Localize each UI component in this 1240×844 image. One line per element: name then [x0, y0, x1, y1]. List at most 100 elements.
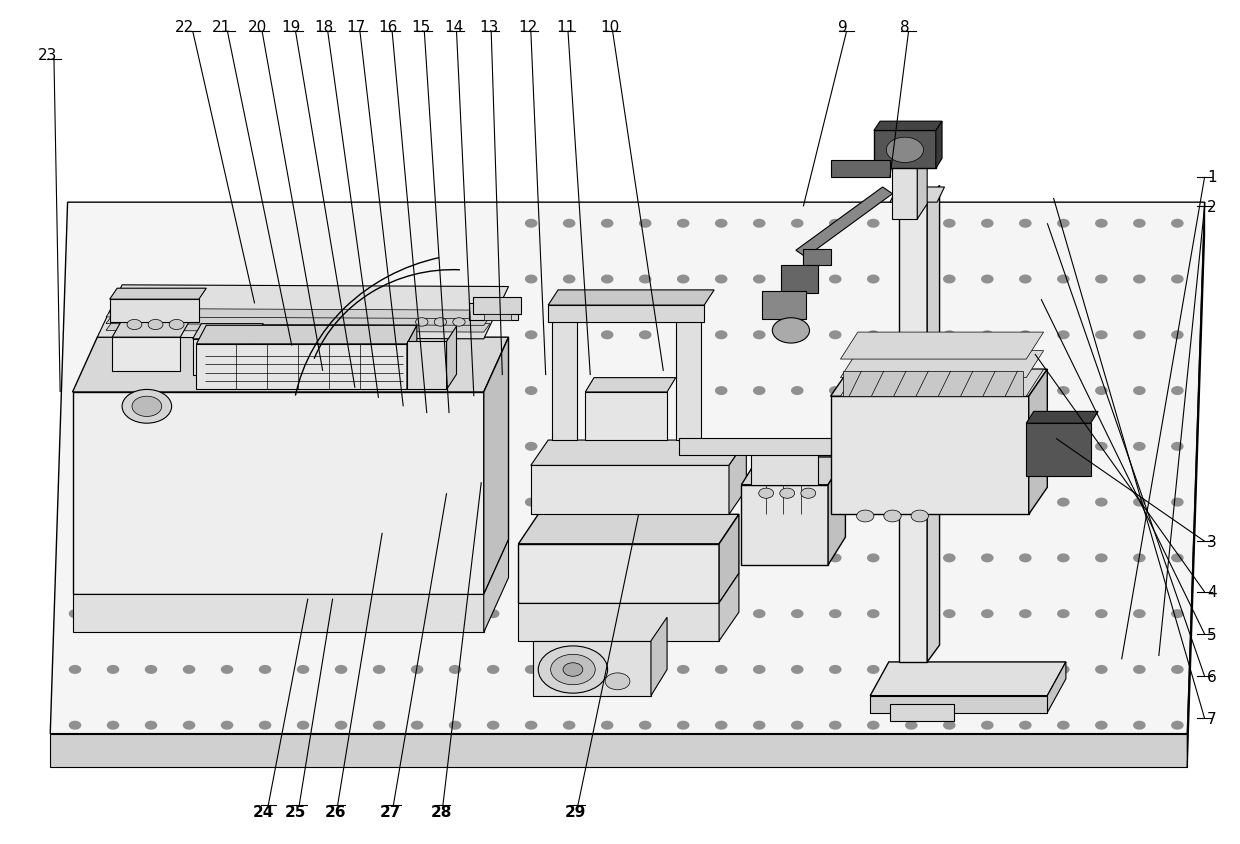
- Polygon shape: [680, 439, 833, 456]
- Circle shape: [905, 276, 916, 284]
- Polygon shape: [109, 289, 206, 300]
- Circle shape: [601, 387, 613, 395]
- Polygon shape: [407, 326, 417, 390]
- Circle shape: [1096, 666, 1107, 674]
- Circle shape: [982, 332, 993, 339]
- Text: 28: 28: [432, 803, 453, 819]
- Circle shape: [564, 276, 575, 284]
- Polygon shape: [870, 663, 1066, 695]
- Polygon shape: [841, 351, 1044, 378]
- Circle shape: [754, 443, 765, 451]
- Circle shape: [1172, 332, 1183, 339]
- Circle shape: [640, 387, 651, 395]
- Polygon shape: [518, 544, 719, 603]
- Polygon shape: [51, 203, 1204, 733]
- Polygon shape: [841, 370, 1044, 397]
- Polygon shape: [192, 339, 254, 376]
- Circle shape: [944, 499, 955, 506]
- Circle shape: [1096, 276, 1107, 284]
- Polygon shape: [918, 129, 928, 219]
- Polygon shape: [1027, 424, 1091, 477]
- Circle shape: [1172, 387, 1183, 395]
- Circle shape: [126, 320, 141, 330]
- Circle shape: [791, 722, 802, 729]
- Circle shape: [336, 610, 347, 618]
- Circle shape: [336, 722, 347, 729]
- Polygon shape: [72, 595, 484, 633]
- Circle shape: [640, 722, 651, 729]
- Circle shape: [715, 610, 727, 618]
- Circle shape: [905, 722, 916, 729]
- Circle shape: [1133, 610, 1145, 618]
- Circle shape: [944, 666, 955, 674]
- Circle shape: [1096, 610, 1107, 618]
- Circle shape: [1133, 276, 1145, 284]
- Circle shape: [1058, 443, 1069, 451]
- Circle shape: [487, 722, 498, 729]
- Circle shape: [830, 610, 841, 618]
- Circle shape: [868, 666, 879, 674]
- Circle shape: [754, 499, 765, 506]
- Circle shape: [830, 722, 841, 729]
- Circle shape: [1096, 722, 1107, 729]
- Circle shape: [1172, 555, 1183, 562]
- Circle shape: [801, 489, 816, 499]
- Circle shape: [905, 555, 916, 562]
- Text: 27: 27: [381, 803, 402, 819]
- Circle shape: [982, 220, 993, 228]
- Circle shape: [791, 666, 802, 674]
- Text: 12: 12: [518, 20, 538, 35]
- Polygon shape: [105, 316, 490, 326]
- Polygon shape: [72, 338, 508, 392]
- Circle shape: [108, 722, 119, 729]
- Circle shape: [564, 722, 575, 729]
- Text: 16: 16: [378, 20, 398, 35]
- Circle shape: [1172, 220, 1183, 228]
- Circle shape: [884, 511, 901, 522]
- Circle shape: [526, 555, 537, 562]
- Circle shape: [601, 443, 613, 451]
- Circle shape: [830, 666, 841, 674]
- Polygon shape: [1048, 663, 1066, 712]
- Circle shape: [905, 443, 916, 451]
- Circle shape: [1058, 220, 1069, 228]
- Circle shape: [640, 555, 651, 562]
- Circle shape: [145, 666, 156, 674]
- Circle shape: [563, 663, 583, 677]
- Circle shape: [526, 499, 537, 506]
- Circle shape: [868, 276, 879, 284]
- Polygon shape: [781, 266, 818, 294]
- Circle shape: [1096, 387, 1107, 395]
- Circle shape: [145, 722, 156, 729]
- Polygon shape: [484, 314, 511, 321]
- Circle shape: [1058, 499, 1069, 506]
- Polygon shape: [1027, 412, 1099, 424]
- Circle shape: [415, 318, 428, 327]
- Polygon shape: [518, 603, 719, 641]
- Text: 15: 15: [410, 20, 430, 35]
- Circle shape: [551, 655, 595, 684]
- Circle shape: [715, 387, 727, 395]
- Circle shape: [601, 499, 613, 506]
- Circle shape: [911, 511, 929, 522]
- Polygon shape: [109, 300, 198, 322]
- Circle shape: [982, 666, 993, 674]
- Polygon shape: [105, 309, 490, 319]
- Polygon shape: [446, 327, 456, 390]
- Circle shape: [1172, 666, 1183, 674]
- Circle shape: [298, 610, 309, 618]
- Circle shape: [1133, 443, 1145, 451]
- Polygon shape: [1187, 203, 1204, 767]
- Circle shape: [222, 722, 233, 729]
- Polygon shape: [742, 485, 828, 565]
- Circle shape: [677, 220, 688, 228]
- Circle shape: [677, 666, 688, 674]
- Polygon shape: [651, 618, 667, 695]
- Circle shape: [868, 220, 879, 228]
- Text: 5: 5: [1208, 627, 1216, 641]
- Circle shape: [677, 555, 688, 562]
- Text: 19: 19: [280, 20, 300, 35]
- Circle shape: [905, 610, 916, 618]
- Circle shape: [1019, 666, 1030, 674]
- Circle shape: [69, 722, 81, 729]
